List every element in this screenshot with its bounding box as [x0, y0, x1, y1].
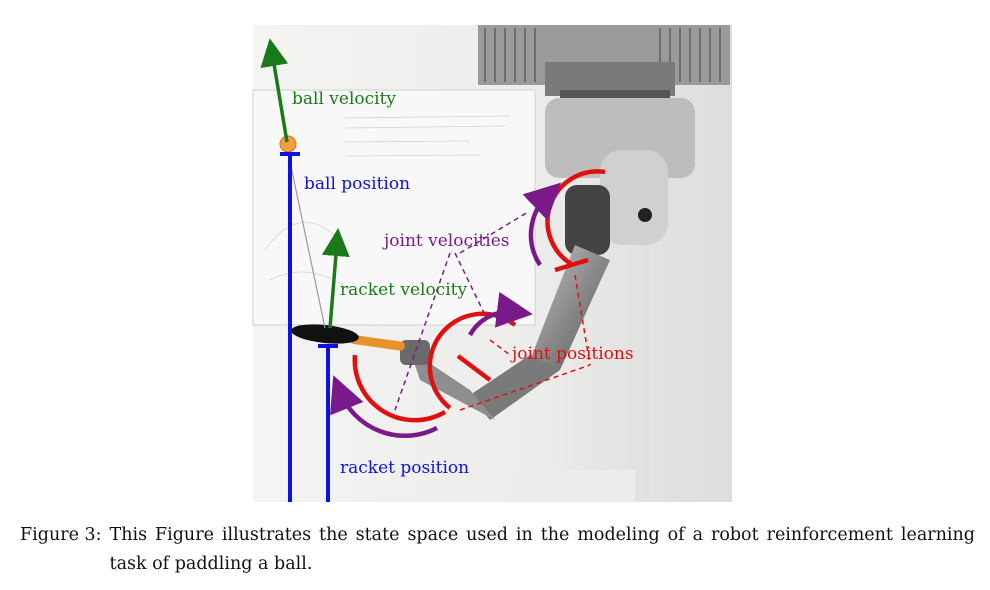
robot-shoulder — [545, 98, 695, 255]
joint-velocity-lines — [394, 211, 529, 411]
joint-velocities-label: joint velocities — [382, 231, 509, 251]
caption-label: Figure 3: — [20, 525, 102, 545]
whiteboard-scribbles — [264, 115, 511, 291]
caption-text: This Figure illustrates the state space … — [109, 525, 975, 574]
racket — [291, 324, 405, 351]
joint-positions-label: joint positions — [510, 344, 634, 364]
figure-illustration: ball velocity ball position joint veloci… — [252, 25, 732, 502]
ball-position-marker — [280, 152, 300, 502]
figure-caption: Figure 3: This Figure illustrates the st… — [20, 521, 975, 579]
joint-velocity-arcs — [330, 182, 562, 439]
joint-position-lines — [459, 274, 591, 411]
racket-position-label: racket position — [340, 458, 469, 478]
ball-position-label: ball position — [304, 174, 410, 194]
racket-velocity-label: racket velocity — [340, 280, 468, 300]
ball-velocity-label: ball velocity — [292, 89, 396, 109]
table-base — [505, 470, 635, 502]
racket-velocity-arrow — [321, 228, 350, 329]
racket-position-marker — [318, 344, 338, 502]
ball-velocity-arrow — [260, 38, 289, 143]
